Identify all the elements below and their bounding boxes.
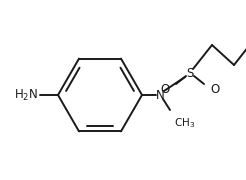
- Text: H$_2$N: H$_2$N: [14, 87, 38, 103]
- Text: O: O: [210, 82, 219, 96]
- Text: S: S: [186, 66, 194, 80]
- Text: CH$_3$: CH$_3$: [174, 116, 195, 130]
- Text: O: O: [161, 82, 170, 96]
- Text: N: N: [156, 89, 164, 102]
